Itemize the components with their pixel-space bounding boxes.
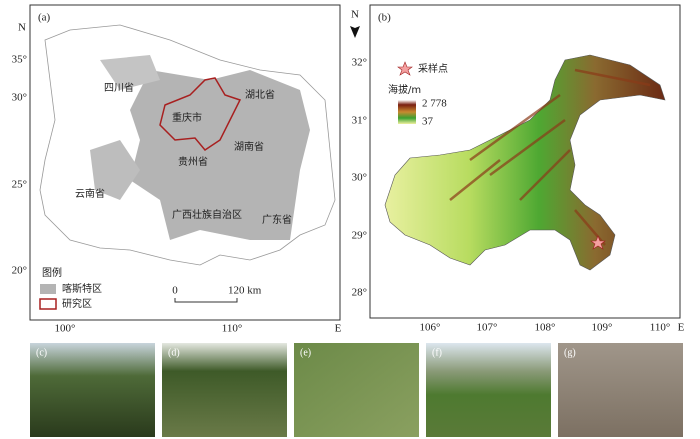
y-tick-label: 32° <box>352 57 367 69</box>
region-label: 四川省 <box>104 81 134 94</box>
x-tick-label: 100° <box>55 323 76 335</box>
x-tick-label: 110° <box>222 323 243 335</box>
region-label: 云南省 <box>75 187 105 200</box>
y-tick-label: 31° <box>352 115 367 127</box>
y-tick-label: 28° <box>352 287 367 299</box>
elevation-ramp <box>398 100 416 124</box>
legend-label: 喀斯特区 <box>62 282 102 295</box>
region-label: 贵州省 <box>178 155 208 168</box>
photo-label: (c) <box>36 347 47 358</box>
panel-label: (b) <box>378 12 391 24</box>
north-label: N <box>18 22 26 34</box>
photo-label: (d) <box>168 347 180 358</box>
legend-label: 37 <box>422 116 434 128</box>
karst-area <box>100 55 160 90</box>
region-label: 广东省 <box>262 213 292 226</box>
sample-point <box>590 235 606 250</box>
photo-label: (e) <box>300 347 311 358</box>
north-arrow <box>350 26 360 38</box>
panel-label: (a) <box>38 12 51 24</box>
legend-title: 海拔/m <box>388 83 421 96</box>
legend-swatch <box>39 298 57 310</box>
x-axis-label: E <box>335 323 342 335</box>
legend-label: 2 778 <box>422 98 447 110</box>
x-axis-label: E <box>678 322 685 334</box>
scale-bar <box>174 298 238 303</box>
scale-label: 120 km <box>228 285 262 297</box>
photo <box>294 343 419 437</box>
y-tick-label: 25° <box>12 179 27 191</box>
x-tick-label: 109° <box>592 322 613 334</box>
legend-title: 图例 <box>42 266 62 279</box>
x-tick-label: 108° <box>535 322 556 334</box>
x-tick-label: 110° <box>650 322 671 334</box>
study-area <box>159 77 242 151</box>
y-tick-label: 30° <box>352 172 367 184</box>
study-area-dem <box>384 54 666 271</box>
karst-area <box>90 140 140 200</box>
photo-label: (f) <box>432 347 442 358</box>
scale-label: 0 <box>172 285 178 297</box>
y-tick-label: 35° <box>12 54 27 66</box>
y-tick-label: 29° <box>352 230 367 242</box>
karst-area <box>130 70 310 240</box>
north-label: N <box>351 9 359 21</box>
region-label: 重庆市 <box>172 111 202 124</box>
legend-label: 研究区 <box>62 297 92 310</box>
photo <box>30 343 155 437</box>
region-label: 湖北省 <box>245 88 275 101</box>
region-label: 湖南省 <box>234 140 264 153</box>
photo <box>558 343 683 437</box>
photo <box>162 343 287 437</box>
x-tick-label: 106° <box>420 322 441 334</box>
y-tick-label: 30° <box>12 92 27 104</box>
region-label: 广西壮族自治区 <box>172 208 242 221</box>
y-tick-label: 20° <box>12 265 27 277</box>
ridge <box>449 68 651 246</box>
x-tick-label: 107° <box>477 322 498 334</box>
photo <box>426 343 551 437</box>
legend-label: 采样点 <box>418 62 448 75</box>
legend-symbol <box>397 61 413 76</box>
photo-label: (g) <box>564 347 576 358</box>
legend-swatch <box>40 284 56 294</box>
